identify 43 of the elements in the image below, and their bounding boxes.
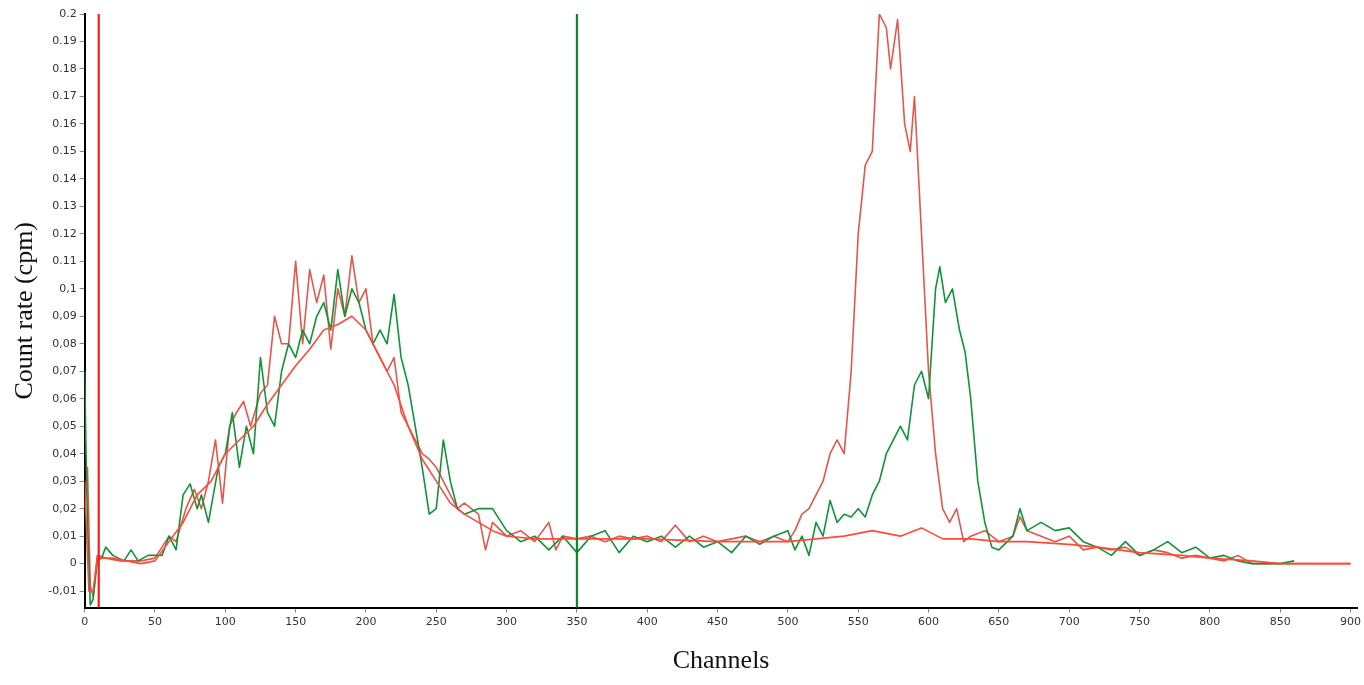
y-tick-label: 0.12	[52, 226, 77, 240]
y-tick-label: 0,09	[52, 309, 77, 323]
y-tick-label: 0,02	[52, 501, 77, 515]
x-tick-label: 300	[496, 615, 518, 629]
y-tick-label: 0,06	[52, 391, 77, 405]
y-tick-label: 0,08	[52, 336, 77, 350]
y-axis-title: Count rate (cpm)	[9, 222, 39, 400]
y-tick-label: 0.17	[52, 89, 77, 103]
x-tick-label: 350	[566, 615, 588, 629]
y-tick-label: 0.11	[52, 254, 77, 268]
y-tick-label: 0.2	[59, 6, 77, 20]
y-tick-label: 0.19	[52, 34, 77, 48]
y-tick-label: 0	[69, 556, 77, 570]
y-tick-label: 0.15	[52, 144, 77, 158]
x-tick-label: 650	[988, 615, 1010, 629]
y-tick-label: 0.13	[52, 199, 77, 213]
y-tick-label: -0,01	[48, 583, 77, 597]
x-tick-label: 550	[847, 615, 869, 629]
y-tick-label: 0,03	[52, 474, 77, 488]
x-tick-label: 50	[147, 615, 162, 629]
y-tick-label: 0.16	[52, 116, 77, 130]
x-tick-label: 900	[1339, 615, 1361, 629]
x-tick-label: 150	[285, 615, 307, 629]
y-tick-label: 0,04	[52, 446, 77, 460]
x-axis-title: Channels	[672, 645, 770, 675]
y-tick-label: 0,01	[52, 529, 77, 543]
y-tick-label: 0,05	[52, 419, 77, 433]
x-tick-label: 500	[777, 615, 799, 629]
y-tick-label: 0,07	[52, 364, 77, 378]
y-tick-label: 0.14	[52, 171, 77, 185]
y-tick-label: 0.18	[52, 61, 77, 75]
x-tick-label: 0	[81, 615, 89, 629]
x-tick-label: 800	[1199, 615, 1221, 629]
x-tick-label: 600	[918, 615, 940, 629]
x-tick-label: 250	[425, 615, 447, 629]
x-tick-label: 450	[707, 615, 729, 629]
y-tick-label: 0,1	[59, 281, 77, 295]
x-tick-label: 850	[1269, 615, 1291, 629]
x-tick-label: 700	[1058, 615, 1080, 629]
x-tick-label: 200	[355, 615, 377, 629]
x-tick-label: 400	[636, 615, 658, 629]
x-tick-label: 750	[1129, 615, 1151, 629]
x-tick-label: 100	[214, 615, 236, 629]
